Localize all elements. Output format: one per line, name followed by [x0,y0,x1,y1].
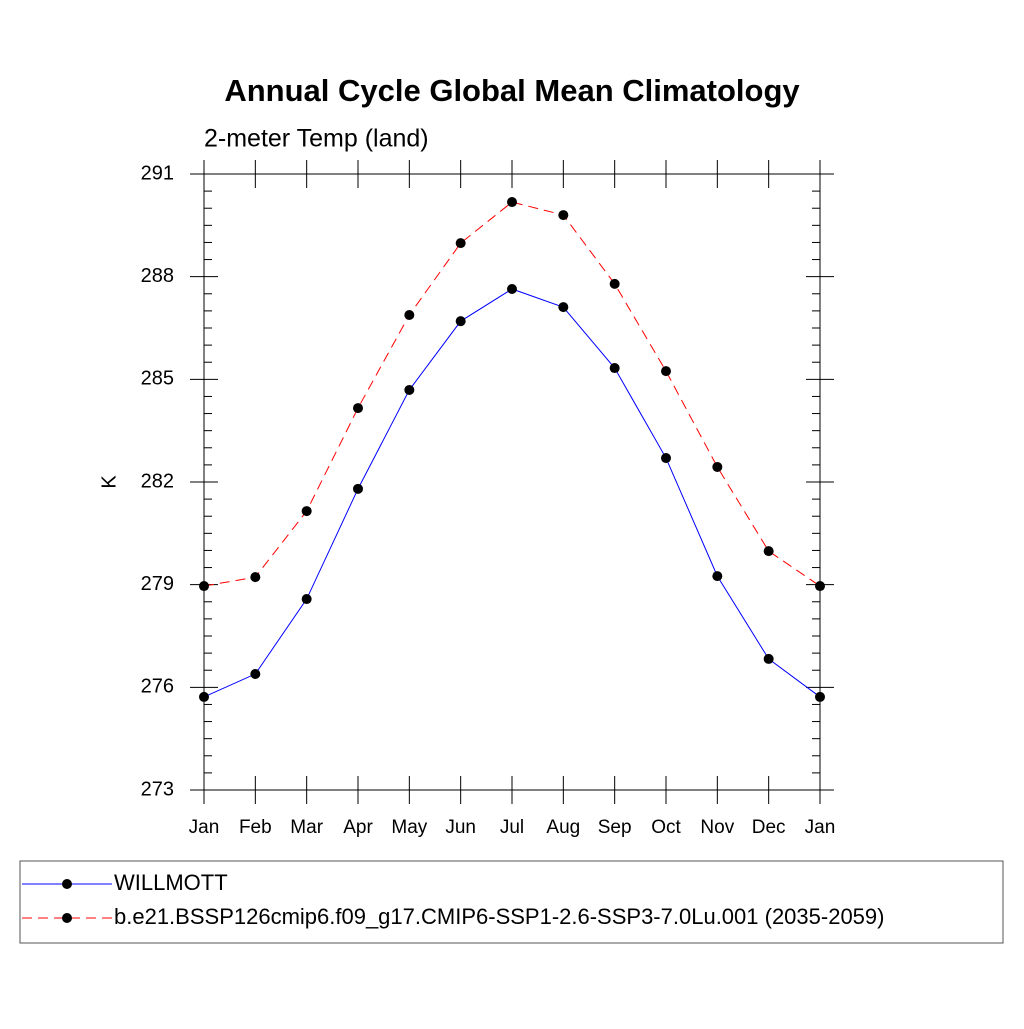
data-point [763,546,774,557]
data-point [712,571,723,582]
x-tick-label: Aug [546,817,580,838]
data-point [815,581,825,592]
data-point [353,483,363,494]
x-tick-label: Jun [445,817,476,838]
x-tick-label: Dec [752,817,786,838]
data-point [609,363,620,374]
y-tick-label: 276 [141,676,174,698]
data-point [404,384,415,395]
x-tick-label: Feb [239,817,272,838]
data-point [199,581,209,592]
y-axis-label: K [98,475,120,489]
data-point [301,506,312,517]
series-line [203,201,821,587]
legend-label: WILLMOTT [114,870,228,895]
data-point [199,691,209,702]
y-tick-label: 291 [141,162,174,184]
data-point [404,309,415,320]
data-point [661,366,671,377]
x-tick-label: May [391,817,427,838]
chart-title: Annual Cycle Global Mean Climatology [224,73,800,108]
data-point [763,653,774,664]
x-tick-label: Apr [343,817,373,838]
x-tick-label: Jan [805,817,836,838]
data-point [609,278,620,289]
data-point [507,283,517,294]
data-point [558,210,569,221]
x-tick-label: Mar [290,817,323,838]
plot-frame [203,173,821,791]
x-tick-label: Jul [500,817,524,838]
data-point [507,197,517,208]
data-point [301,594,312,605]
y-tick-label: 288 [141,265,174,287]
chart-subtitle: 2-meter Temp (land) [204,125,429,153]
legend-box [19,860,1004,944]
x-tick-label: Sep [598,817,632,838]
y-tick-label: 285 [141,368,174,390]
y-tick-label: 282 [141,470,174,492]
x-tick-label: Nov [700,817,734,838]
data-point [250,572,261,583]
legend-marker [62,879,72,889]
legend-marker [62,913,72,923]
data-point [455,238,466,249]
data-point [250,668,261,679]
data-point [712,461,723,472]
data-point [815,691,825,702]
x-tick-label: Oct [651,817,681,838]
series-line [203,288,821,698]
data-point [455,316,466,327]
y-tick-label: 279 [141,573,174,595]
data-point [558,302,569,313]
x-tick-label: Jan [189,817,220,838]
data-point [661,453,671,464]
y-tick-label: 273 [141,778,174,800]
data-point [353,403,363,414]
legend-label: b.e21.BSSP126cmip6.f09_g17.CMIP6-SSP1-2.… [114,904,884,929]
